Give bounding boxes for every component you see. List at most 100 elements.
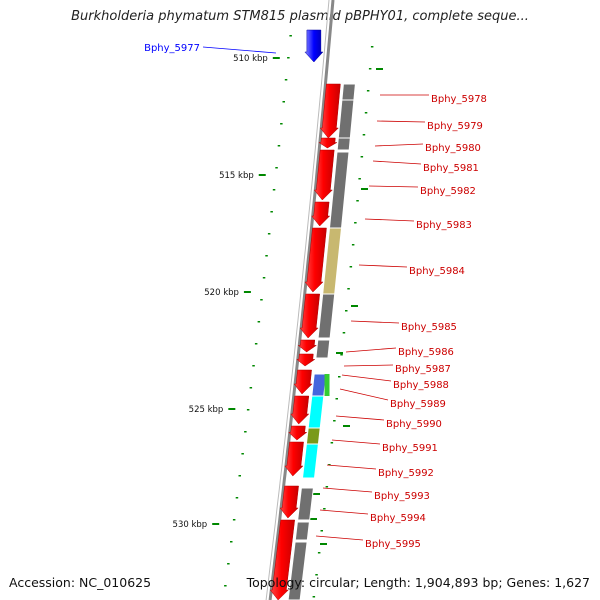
gc-dot [246, 409, 250, 411]
gc-skew-dots [224, 35, 383, 598]
gene-arrow [319, 83, 341, 139]
gene-label: Bphy_5993 [374, 491, 430, 502]
cog-block [324, 374, 330, 396]
gene-arrow [296, 353, 316, 367]
gc-dot [320, 530, 323, 532]
gc-dot [317, 552, 321, 554]
gc-dot [284, 79, 288, 81]
backbone [265, 0, 335, 600]
gene-label: Bphy_5980 [425, 143, 481, 154]
gc-dot [368, 68, 372, 70]
scale-tick-label: 510 kbp [233, 54, 268, 64]
cog-block [336, 137, 351, 151]
gene-label: Bphy_5984 [409, 266, 465, 277]
gc-dot [358, 178, 361, 180]
gc-dot [275, 167, 278, 169]
gc-dot [325, 486, 329, 488]
scale-tick-mark [258, 174, 266, 176]
gc-dot [272, 189, 276, 191]
gene-label: Bphy_5982 [420, 186, 476, 197]
gc-dot [312, 596, 316, 598]
leader-line [343, 364, 394, 367]
cog-block [337, 99, 355, 139]
accession-text: Accession: NC_010625 [9, 575, 152, 590]
gene-arrow [290, 395, 310, 425]
gc-dot [313, 493, 320, 495]
leader-line [341, 374, 392, 382]
gene-labels[interactable]: Bphy_5977 Bphy_5978 Bphy_5979 Bphy_5980 Bphy… [144, 43, 487, 550]
scale-tick-label: 530 kbp [173, 520, 208, 530]
gene-arrow [269, 519, 295, 600]
gene-label: Bphy_5987 [395, 364, 451, 375]
gene-label: Bphy_5995 [365, 539, 421, 550]
gc-dot [224, 585, 227, 587]
gc-dot [270, 211, 273, 213]
leader-line [322, 487, 373, 493]
gene-arrow [297, 339, 318, 353]
map-title: Burkholderia phymatum STM815 plasmid pBP… [71, 9, 529, 24]
gc-dot [356, 200, 359, 202]
gc-dot [335, 398, 338, 400]
gene-arrow [318, 137, 338, 149]
gene-arrow [304, 227, 327, 293]
gc-dot [287, 57, 290, 59]
gene-label-highlight: Bphy_5977 [144, 43, 200, 54]
gc-dot [265, 255, 268, 257]
gc-dot [328, 464, 331, 466]
scale-tick-label: 515 kbp [219, 171, 254, 181]
gene-label: Bphy_5981 [423, 163, 479, 174]
summary-text: Topology: circular; Length: 1,904,893 bp… [246, 575, 590, 590]
gc-dot [289, 35, 292, 37]
cog-block [287, 541, 308, 600]
gene-arrow [313, 149, 335, 201]
gc-dot [351, 244, 355, 246]
leader-line [315, 535, 364, 541]
gc-dot [338, 376, 341, 378]
gc-dot [345, 310, 348, 312]
gene-track [269, 29, 341, 600]
leader-line [319, 509, 369, 515]
scale-tick-label: 520 kbp [204, 288, 239, 298]
leader-line [372, 160, 422, 165]
cog-block [315, 339, 331, 359]
gene-label: Bphy_5994 [370, 513, 426, 524]
leader-line [202, 46, 277, 54]
leader-line [326, 464, 377, 470]
cog-block [341, 83, 356, 101]
gc-dot [354, 222, 357, 224]
gc-dot [267, 233, 271, 235]
leader-line [358, 264, 408, 268]
gc-dot [340, 354, 343, 356]
gene-label: Bphy_5988 [393, 380, 449, 391]
gene-label: Bphy_5989 [390, 399, 446, 410]
leader-line [374, 143, 424, 147]
gc-dot [330, 442, 334, 444]
scale-tick-mark [212, 523, 220, 525]
gc-dot [238, 475, 241, 477]
gene-arrow [284, 441, 304, 477]
gc-dot [277, 145, 281, 147]
gc-dot [280, 123, 283, 125]
gene-arrow [279, 485, 299, 519]
gc-dot [227, 563, 230, 565]
gc-dot [360, 156, 364, 158]
gene-label: Bphy_5990 [386, 419, 442, 430]
gc-dot [351, 305, 358, 307]
scale-ticks: 510 kbp 515 kbp 520 kbp 525 kbp 530 kbp [173, 54, 280, 530]
backbone-line [265, 0, 330, 600]
cog-track [287, 83, 356, 600]
leader-line [350, 320, 400, 324]
cog-block [294, 521, 310, 541]
gene-label: Bphy_5983 [416, 220, 472, 231]
gene-label: Bphy_5985 [401, 322, 457, 333]
gc-dot [235, 497, 239, 499]
gc-dot [333, 420, 336, 422]
gene-arrow [311, 201, 331, 227]
leader-line [376, 120, 426, 123]
gc-dot [282, 101, 285, 103]
cog-block [307, 395, 325, 429]
gc-dot [230, 541, 233, 543]
gc-dot [370, 46, 374, 48]
gc-dot [361, 188, 368, 190]
